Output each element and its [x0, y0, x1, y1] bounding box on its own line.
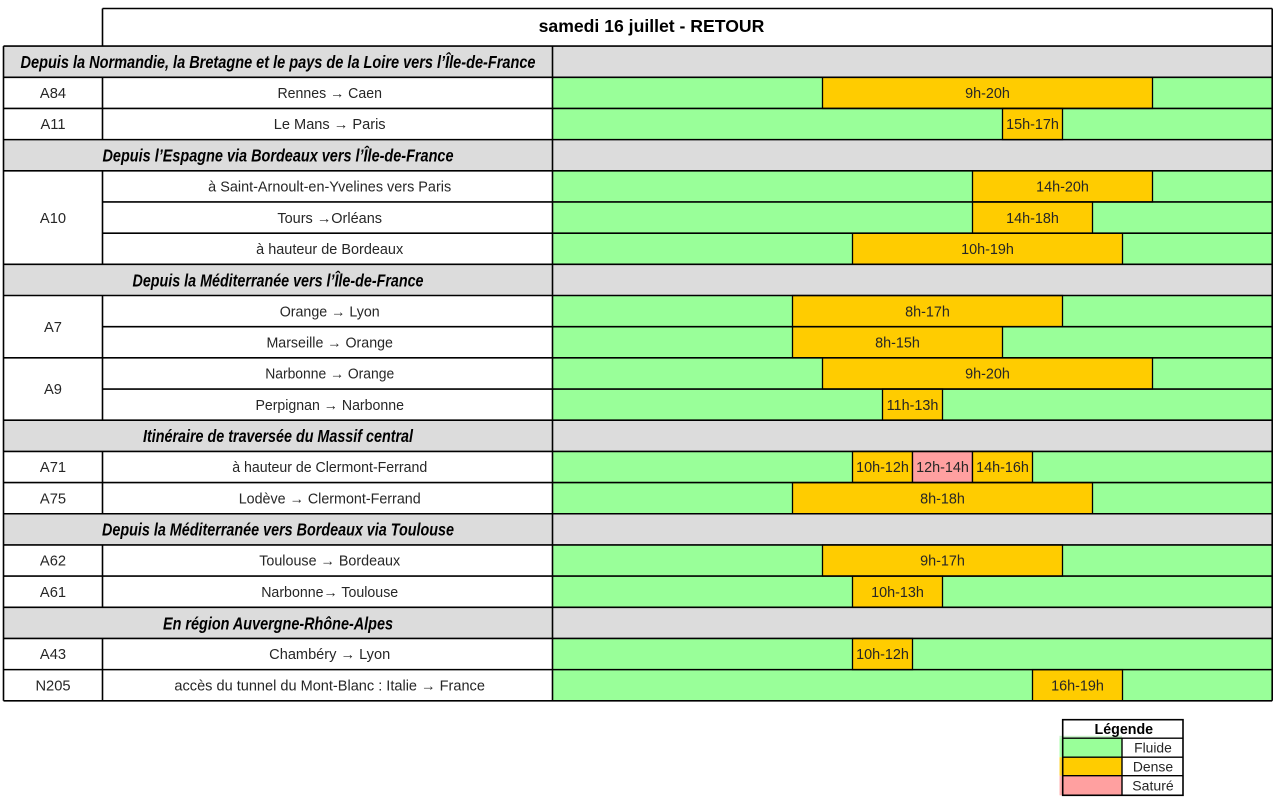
svg-text:9h-20h: 9h-20h [965, 367, 1010, 383]
svg-text:En région Auvergne-Rhône-Alpes: En région Auvergne-Rhône-Alpes [163, 613, 393, 633]
svg-text:Orange → Lyon: Orange → Lyon [280, 304, 380, 320]
svg-text:12h-14h: 12h-14h [916, 460, 969, 476]
svg-text:14h-18h: 14h-18h [1006, 211, 1059, 227]
svg-text:Narbonne → Orange: Narbonne → Orange [265, 367, 394, 383]
svg-text:14h-16h: 14h-16h [976, 460, 1029, 476]
svg-text:A9: A9 [44, 382, 62, 398]
svg-text:Rennes → Caen: Rennes → Caen [277, 86, 382, 102]
svg-text:Fluide: Fluide [1134, 741, 1172, 756]
svg-text:à hauteur de Clermont-Ferrand: à hauteur de Clermont-Ferrand [232, 460, 427, 476]
svg-text:A7: A7 [44, 320, 62, 336]
svg-text:10h-13h: 10h-13h [871, 585, 924, 601]
svg-text:10h-12h: 10h-12h [856, 460, 909, 476]
svg-text:A43: A43 [40, 647, 66, 663]
svg-text:Le Mans → Paris: Le Mans → Paris [274, 117, 386, 133]
svg-text:Dense: Dense [1133, 759, 1173, 774]
svg-text:A11: A11 [40, 117, 65, 133]
svg-text:10h-19h: 10h-19h [961, 242, 1014, 258]
svg-text:9h-20h: 9h-20h [965, 86, 1010, 102]
svg-text:Toulouse → Bordeaux: Toulouse → Bordeaux [259, 554, 401, 570]
svg-text:11h-13h: 11h-13h [887, 398, 939, 414]
svg-text:samedi 16 juillet - RETOUR: samedi 16 juillet - RETOUR [539, 16, 765, 36]
svg-text:accès du tunnel du Mont-Blanc: accès du tunnel du Mont-Blanc : Italie →… [174, 678, 485, 694]
svg-text:Depuis l’Espagne via Bordeaux: Depuis l’Espagne via Bordeaux vers l’Île… [103, 145, 454, 166]
svg-text:8h-17h: 8h-17h [905, 304, 950, 320]
svg-text:Depuis la Méditerranée vers Bo: Depuis la Méditerranée vers Bordeaux via… [102, 520, 454, 540]
svg-text:A10: A10 [40, 211, 66, 227]
svg-text:Perpignan → Narbonne: Perpignan → Narbonne [255, 398, 404, 414]
svg-text:8h-18h: 8h-18h [920, 491, 965, 507]
svg-text:A61: A61 [40, 585, 66, 601]
svg-text:A62: A62 [40, 554, 66, 570]
svg-text:A75: A75 [40, 491, 66, 507]
svg-text:8h-15h: 8h-15h [875, 335, 920, 351]
svg-text:A71: A71 [40, 460, 66, 476]
svg-text:N205: N205 [35, 678, 70, 694]
svg-text:Narbonne→ Toulouse: Narbonne→ Toulouse [261, 585, 398, 601]
svg-text:16h-19h: 16h-19h [1051, 678, 1104, 694]
svg-text:15h-17h: 15h-17h [1006, 117, 1059, 133]
svg-text:9h-17h: 9h-17h [920, 554, 965, 570]
svg-text:à Saint-Arnoult-en-Yvelines ve: à Saint-Arnoult-en-Yvelines vers Paris [208, 180, 451, 196]
svg-text:Légende: Légende [1095, 722, 1154, 738]
svg-text:à hauteur de Bordeaux: à hauteur de Bordeaux [256, 242, 404, 258]
svg-text:A84: A84 [40, 86, 66, 102]
svg-text:Depuis la Méditerranée vers l’: Depuis la Méditerranée vers l’Île-de-Fra… [133, 269, 424, 290]
svg-text:10h-12h: 10h-12h [856, 647, 909, 663]
svg-text:14h-20h: 14h-20h [1036, 180, 1089, 196]
svg-text:Depuis la Normandie, la Bretag: Depuis la Normandie, la Bretagne et le p… [21, 51, 536, 72]
svg-text:Itinéraire de traversée du Mas: Itinéraire de traversée du Massif centra… [143, 426, 414, 446]
svg-text:Marseille → Orange: Marseille → Orange [266, 335, 393, 351]
svg-text:Lodève → Clermont-Ferrand: Lodève → Clermont-Ferrand [239, 491, 421, 507]
svg-text:Saturé: Saturé [1132, 778, 1173, 793]
svg-text:Chambéry → Lyon: Chambéry → Lyon [269, 647, 390, 663]
svg-text:Tours →Orléans: Tours →Orléans [277, 211, 382, 227]
